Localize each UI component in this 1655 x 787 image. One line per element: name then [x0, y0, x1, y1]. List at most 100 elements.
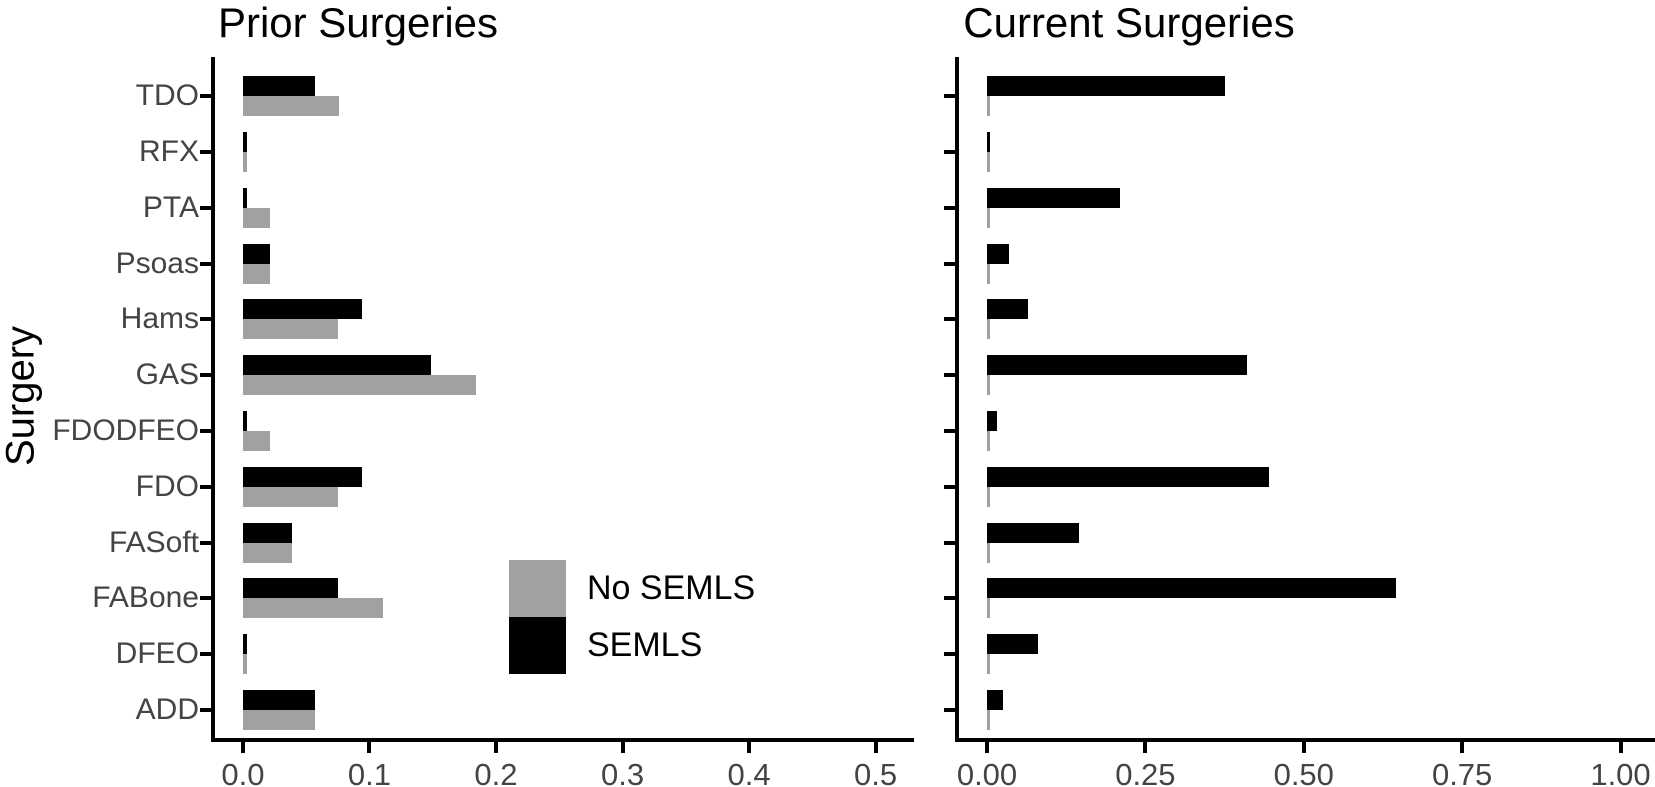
bar-semls-add [987, 690, 1003, 711]
y-tick-fdodfeo [200, 428, 211, 433]
x-tick-label-0-00: 0.00 [956, 757, 1018, 787]
y-tick-psoas [944, 261, 955, 266]
bar-semls-fasoft [242, 522, 293, 543]
bar-no-semls-fasoft [987, 542, 990, 563]
bar-semls-rfx [242, 131, 247, 152]
y-tick-tdo [944, 94, 955, 99]
x-tick-0-25 [1143, 742, 1148, 753]
y-tick-fabone [944, 596, 955, 601]
y-tick-dfeo [200, 652, 211, 657]
bar-semls-fabone [987, 578, 1396, 599]
x-tick-0-0 [240, 742, 245, 753]
bar-no-semls-tdo [242, 96, 340, 117]
x-tick-0-4 [747, 742, 752, 753]
category-label-pta: PTA [142, 190, 199, 224]
legend-label-no-semls: No SEMLS [587, 569, 756, 607]
x-tick-label-0-3: 0.3 [600, 757, 645, 787]
x-tick-label-0-2: 0.2 [474, 757, 518, 787]
x-tick-0-2 [493, 742, 498, 753]
bar-semls-tdo [987, 76, 1225, 97]
legend-label-semls: SEMLS [587, 626, 703, 664]
right-panel-title: Current Surgeries [963, 0, 1295, 46]
bar-semls-psoas [242, 243, 270, 264]
x-tick-0-5 [873, 742, 878, 753]
bar-no-semls-fdo [987, 486, 990, 507]
x-tick-label-0-75: 0.75 [1431, 757, 1493, 787]
bar-no-semls-fabone [987, 598, 990, 619]
x-tick-label-0-4: 0.4 [727, 757, 771, 787]
bar-semls-psoas [987, 243, 1010, 264]
bar-semls-hams [987, 299, 1029, 320]
y-tick-fasoft [944, 540, 955, 545]
left-panel-title: Prior Surgeries [217, 0, 499, 46]
bar-no-semls-rfx [987, 151, 990, 172]
bar-semls-fdo [242, 466, 362, 487]
y-tick-add [200, 708, 211, 713]
bar-no-semls-dfeo [242, 654, 247, 675]
x-tick-label-0-50: 0.50 [1273, 757, 1334, 787]
left-panel-plot-area: TDO RFX PTA Psoas Hams GAS FDODFEO FDO FASoft FAB… [52, 57, 914, 787]
category-label-fdo: FDO [135, 469, 199, 503]
y-tick-fabone [200, 596, 211, 601]
legend: No SEMLS SEMLS [509, 560, 755, 674]
bar-semls-pta [987, 187, 1121, 208]
legend-key-semls [509, 617, 566, 674]
bar-no-semls-hams [242, 319, 338, 340]
category-label-add: ADD [135, 693, 199, 727]
bar-no-semls-fdodfeo [242, 430, 270, 451]
y-tick-pta [944, 205, 955, 210]
bar-no-semls-psoas [242, 263, 270, 284]
bar-semls-fabone [242, 578, 338, 599]
y-tick-psoas [200, 261, 211, 266]
y-tick-tdo [200, 94, 211, 99]
bar-no-semls-add [987, 710, 990, 731]
bar-no-semls-dfeo [987, 654, 990, 675]
bar-no-semls-fdo [242, 486, 338, 507]
bar-no-semls-add [242, 710, 316, 731]
bar-semls-fdodfeo [987, 410, 997, 431]
y-tick-pta [200, 205, 211, 210]
bar-semls-fdo [987, 466, 1269, 487]
x-tick-0-50 [1301, 742, 1306, 753]
bar-semls-fasoft [987, 522, 1079, 543]
y-tick-fdo [944, 484, 955, 489]
x-tick-label-0-5: 0.5 [853, 757, 898, 787]
y-tick-dfeo [944, 652, 955, 657]
bar-no-semls-gas [987, 375, 990, 396]
bar-no-semls-psoas [987, 263, 990, 284]
y-tick-gas [944, 373, 955, 378]
right-panel-plot-area: 0.00 0.25 0.50 0.75 1.00 [944, 57, 1655, 787]
y-tick-fdodfeo [944, 428, 955, 433]
bar-no-semls-hams [987, 319, 990, 340]
bar-no-semls-pta [242, 207, 270, 228]
bar-semls-gas [242, 355, 432, 376]
category-label-fasoft: FASoft [108, 525, 199, 559]
bar-no-semls-tdo [987, 96, 990, 117]
legend-row-semls: SEMLS [509, 617, 755, 674]
bar-no-semls-fdodfeo [987, 430, 990, 451]
x-tick-label-0-25: 0.25 [1115, 757, 1176, 787]
x-tick-0-1 [367, 742, 372, 753]
x-tick-label-0-0: 0.0 [221, 757, 265, 787]
bar-semls-rfx [987, 131, 991, 152]
category-label-gas: GAS [135, 358, 199, 392]
y-axis-title: Surgery [0, 325, 43, 467]
y-tick-rfx [944, 149, 955, 154]
y-tick-add [944, 708, 955, 713]
bar-no-semls-fabone [242, 598, 384, 619]
category-label-psoas: Psoas [115, 246, 199, 280]
y-tick-rfx [200, 149, 211, 154]
category-label-rfx: RFX [139, 134, 199, 168]
bar-no-semls-fasoft [242, 542, 293, 563]
bar-semls-gas [987, 355, 1247, 376]
legend-row-no-semls: No SEMLS [509, 560, 755, 617]
bar-no-semls-gas [242, 375, 476, 396]
bar-semls-dfeo [242, 634, 247, 655]
category-label-dfeo: DFEO [115, 637, 199, 671]
x-tick-0-3 [620, 742, 625, 753]
bar-semls-fdodfeo [242, 410, 247, 431]
bar-semls-hams [242, 299, 362, 320]
bar-no-semls-pta [987, 207, 990, 228]
category-label-tdo: TDO [135, 79, 199, 113]
